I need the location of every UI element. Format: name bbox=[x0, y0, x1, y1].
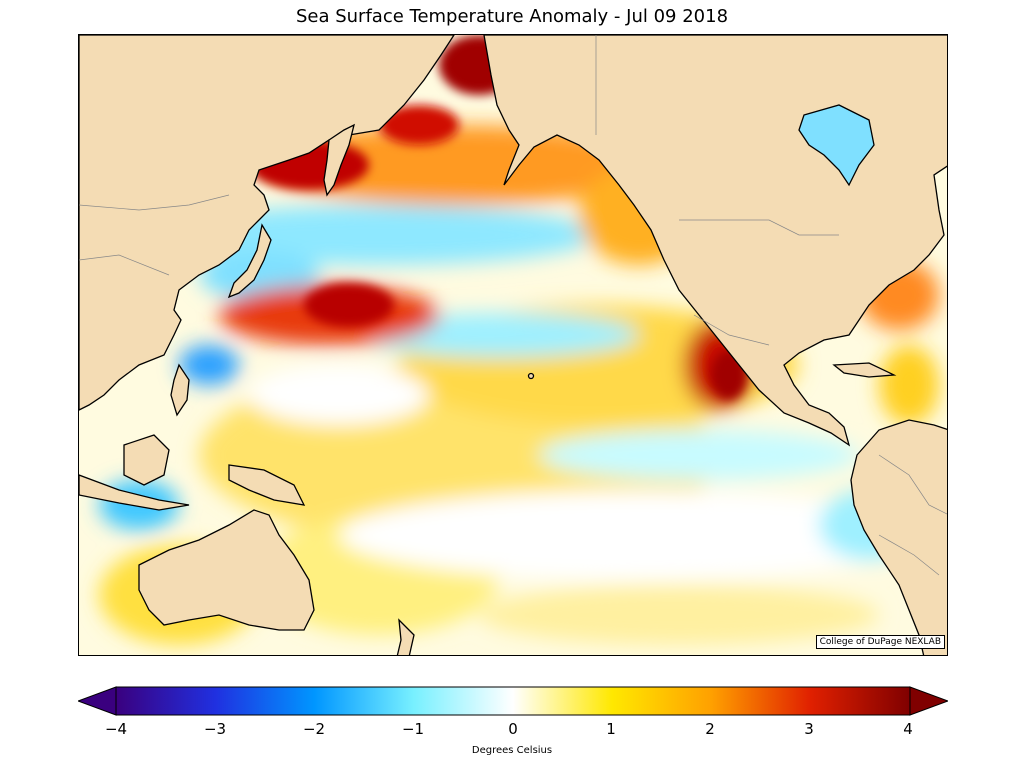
land-australia bbox=[138, 509, 315, 631]
land-cuba bbox=[832, 362, 897, 378]
tick-label: 3 bbox=[804, 720, 814, 738]
political-borders bbox=[79, 35, 947, 576]
land-philippines bbox=[170, 363, 190, 417]
land-hawaii bbox=[527, 372, 535, 380]
tick-label: −4 bbox=[104, 720, 128, 738]
tick-label: −2 bbox=[302, 720, 326, 738]
tick-label: 2 bbox=[705, 720, 715, 738]
map-canvas bbox=[79, 35, 947, 655]
credit-label: College of DuPage NEXLAB bbox=[815, 635, 945, 649]
colorbar-gradient bbox=[115, 686, 911, 716]
land-borneo bbox=[123, 434, 170, 486]
land-masses bbox=[79, 35, 947, 655]
tick-label: −3 bbox=[203, 720, 227, 738]
tick-label: 4 bbox=[903, 720, 913, 738]
land-asia bbox=[79, 35, 455, 411]
colorbar-ticks: −4 −3 −2 −1 0 1 2 3 4 bbox=[0, 720, 1024, 744]
land-kamchatka bbox=[323, 123, 355, 197]
land-new-guinea bbox=[228, 464, 306, 506]
colorbar bbox=[78, 686, 948, 716]
colorbar-max-extension bbox=[909, 686, 948, 716]
map-title: Sea Surface Temperature Anomaly - Jul 09… bbox=[295, 6, 729, 27]
tick-label: 1 bbox=[606, 720, 616, 738]
land-japan bbox=[227, 223, 272, 299]
colorbar-min-extension bbox=[78, 686, 117, 716]
tick-label: −1 bbox=[401, 720, 425, 738]
colorbar-units-label: Degrees Celsius bbox=[471, 745, 553, 756]
hudson-bay bbox=[798, 104, 875, 187]
land-indonesia bbox=[79, 474, 190, 511]
land-new-zealand bbox=[396, 618, 415, 655]
sst-anomaly-map: College of DuPage NEXLAB bbox=[78, 34, 948, 656]
tick-label: 0 bbox=[508, 720, 518, 738]
